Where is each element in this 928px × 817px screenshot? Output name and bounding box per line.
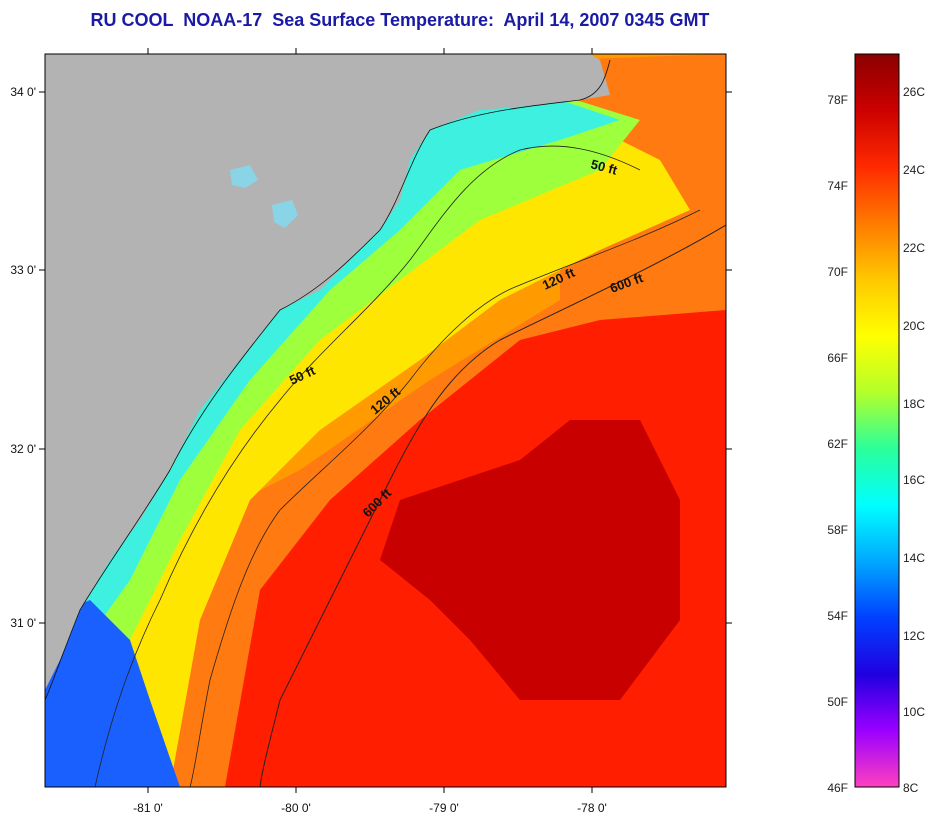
colorbar-c-label: 22C bbox=[903, 241, 925, 255]
colorbar-c-label: 10C bbox=[903, 705, 925, 719]
colorbar-c-label: 14C bbox=[903, 551, 925, 565]
colorbar-f-label: 58F bbox=[827, 523, 848, 537]
lat-axis: 34 0' 33 0' 32 0' 31 0' bbox=[10, 85, 732, 630]
contour-120ft bbox=[189, 209, 701, 787]
colorbar-f-label: 78F bbox=[827, 93, 848, 107]
land-mass bbox=[45, 54, 610, 690]
colorbar-scale bbox=[854, 53, 900, 788]
lat-label: 31 0' bbox=[10, 616, 36, 630]
colorbar-f-label: 54F bbox=[827, 609, 848, 623]
colorbar: 78F 74F 70F 66F 62F 58F 54F 50F 46F 26C … bbox=[827, 53, 925, 795]
map-frame bbox=[45, 54, 726, 787]
lon-label: -81 0' bbox=[133, 801, 163, 815]
lon-axis: -81 0' -80 0' -79 0' -78 0' bbox=[133, 48, 607, 815]
colorbar-celsius-labels: 26C 24C 22C 20C 18C 16C 14C 12C 10C 8C bbox=[903, 85, 925, 795]
colorbar-c-label: 16C bbox=[903, 473, 925, 487]
map-title: RU COOL NOAA-17 Sea Surface Temperature:… bbox=[90, 10, 710, 30]
land-island bbox=[272, 200, 298, 228]
colorbar-c-label: 18C bbox=[903, 397, 925, 411]
colorbar-c-label: 8C bbox=[903, 781, 919, 795]
colorbar-f-label: 62F bbox=[827, 437, 848, 451]
map-border bbox=[44, 53, 727, 788]
sst-blue-zone bbox=[45, 600, 180, 787]
coastline bbox=[45, 59, 611, 701]
colorbar-c-label: 26C bbox=[903, 85, 925, 99]
lat-label: 34 0' bbox=[10, 85, 36, 99]
colorbar-c-label: 20C bbox=[903, 319, 925, 333]
colorbar-f-label: 70F bbox=[827, 265, 848, 279]
colorbar-f-label: 66F bbox=[827, 351, 848, 365]
colorbar-c-label: 24C bbox=[903, 163, 925, 177]
lon-label: -79 0' bbox=[429, 801, 459, 815]
colorbar-f-label: 50F bbox=[827, 695, 848, 709]
colorbar-f-label: 74F bbox=[827, 179, 848, 193]
colorbar-fahrenheit-labels: 78F 74F 70F 66F 62F 58F 54F 50F 46F bbox=[827, 93, 848, 795]
colorbar-c-label: 12C bbox=[903, 629, 925, 643]
contour-label: 50 ft bbox=[589, 156, 619, 178]
sst-yellow-zone bbox=[45, 110, 690, 787]
land-island bbox=[230, 165, 258, 188]
lat-label: 32 0' bbox=[10, 442, 36, 456]
lat-label: 33 0' bbox=[10, 263, 36, 277]
colorbar-f-label: 46F bbox=[827, 781, 848, 795]
contour-600ft bbox=[259, 224, 726, 787]
lon-label: -80 0' bbox=[281, 801, 311, 815]
gulf-stream-core bbox=[380, 420, 680, 700]
lon-label: -78 0' bbox=[577, 801, 607, 815]
contour-50ft bbox=[94, 145, 641, 787]
